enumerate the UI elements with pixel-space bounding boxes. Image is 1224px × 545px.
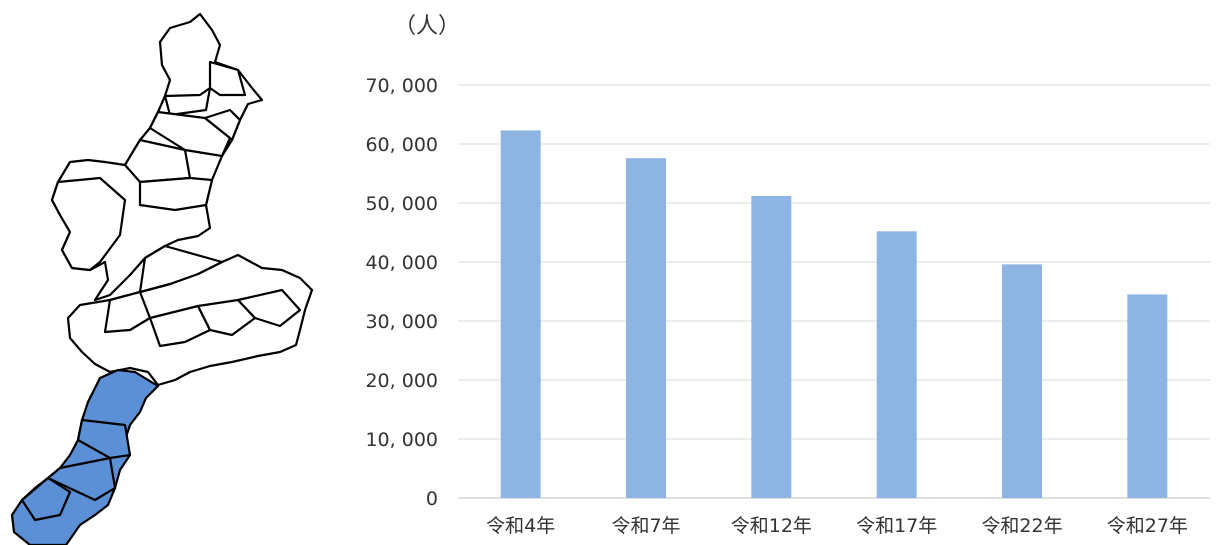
x-tick-label: 令和4年 bbox=[486, 515, 555, 537]
bar-1 bbox=[500, 130, 541, 498]
gridlines bbox=[458, 84, 1210, 499]
y-tick-label: 10, 000 bbox=[365, 429, 438, 451]
y-tick-label: 50, 000 bbox=[365, 193, 438, 215]
x-tick-label: 令和7年 bbox=[611, 515, 680, 537]
y-tick-label: 60, 000 bbox=[365, 134, 438, 156]
population-bar-chart: （人） 0 10, 000 20, 000 30, 000 40, 000 50, 000… bbox=[365, 14, 1210, 537]
bars bbox=[500, 130, 1168, 499]
y-axis-ticks: 0 10, 000 20, 000 30, 000 40, 000 50, 000 60, … bbox=[365, 75, 438, 510]
x-tick-label: 令和12年 bbox=[731, 515, 812, 537]
y-axis-unit-label: （人） bbox=[394, 14, 460, 39]
y-tick-label: 30, 000 bbox=[365, 311, 438, 333]
bar-2 bbox=[626, 158, 666, 498]
bar-3 bbox=[751, 195, 792, 499]
y-tick-label: 40, 000 bbox=[365, 252, 438, 274]
y-tick-label: 70, 000 bbox=[365, 75, 438, 97]
y-tick-label: 0 bbox=[426, 488, 438, 510]
bar-4 bbox=[876, 231, 917, 498]
mie-prefecture-map bbox=[10, 12, 314, 545]
bar-5 bbox=[1002, 264, 1042, 498]
y-tick-label: 20, 000 bbox=[365, 370, 438, 392]
x-tick-label: 令和22年 bbox=[981, 515, 1062, 537]
bar-6 bbox=[1127, 294, 1168, 498]
x-tick-label: 令和17年 bbox=[856, 515, 937, 537]
x-axis-ticks: 令和4年 令和7年 令和12年 令和17年 令和22年 令和27年 bbox=[486, 515, 1188, 537]
x-tick-label: 令和27年 bbox=[1107, 515, 1188, 537]
